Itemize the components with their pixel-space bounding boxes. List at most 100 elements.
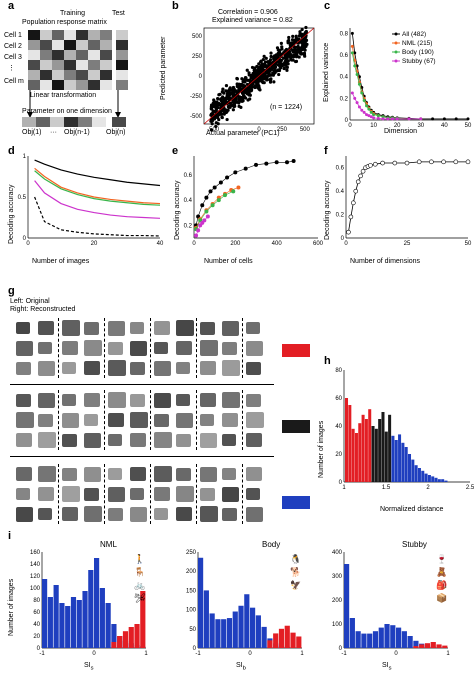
i-icon: 🐧	[290, 553, 301, 564]
object-image	[108, 360, 126, 376]
d-ytick: 1	[23, 154, 27, 160]
b-ylabel: Predicted parameter	[160, 36, 167, 100]
b-point	[301, 44, 305, 48]
matrix-cell	[116, 50, 128, 60]
object-image	[154, 487, 170, 501]
h-bar	[371, 426, 375, 482]
matrix-cell	[116, 40, 128, 50]
swatch-black	[282, 420, 310, 433]
b-point	[259, 68, 263, 72]
i-bar-blue	[209, 613, 215, 648]
c-legend-marker	[394, 59, 398, 63]
e-xlabel: Number of cells	[204, 258, 253, 265]
f-series-line	[348, 161, 468, 233]
object-image	[246, 488, 260, 500]
c-point	[350, 91, 354, 95]
object-image	[62, 467, 77, 481]
b-point	[255, 81, 259, 85]
matrix-cell	[76, 70, 88, 80]
matrix-cell	[28, 60, 40, 70]
b-point	[276, 68, 281, 72]
line-chart-d: 1 0.5 00 20 40	[18, 154, 164, 247]
b-point	[239, 105, 243, 110]
f-ytick: 0.2	[336, 213, 345, 219]
i-bar-red	[111, 642, 117, 648]
b-point	[236, 83, 240, 87]
b-explained: Explained variance = 0.82	[212, 17, 293, 24]
object-image	[38, 321, 54, 335]
object-image	[108, 341, 123, 355]
b-point	[295, 50, 299, 54]
b-point	[217, 112, 222, 117]
b-point	[249, 76, 253, 80]
b-point	[291, 34, 295, 39]
c-point	[357, 82, 361, 86]
f-point	[404, 160, 410, 166]
b-point	[267, 64, 271, 69]
i-bar-blue	[99, 588, 105, 648]
b-point	[273, 66, 277, 70]
b-point	[234, 89, 238, 93]
object-image	[222, 468, 236, 480]
pair-divider	[150, 318, 151, 378]
b-point	[267, 73, 271, 78]
b-point	[245, 68, 249, 72]
c-xtick: 20	[394, 123, 401, 129]
i-title-nml: NML	[100, 540, 117, 549]
a-cell-dots: ⋮	[8, 65, 15, 72]
h-bar	[437, 479, 441, 482]
f-point	[346, 229, 351, 235]
i-bar-blue	[65, 606, 71, 648]
d-ylabel: Decoding accuracy	[8, 184, 15, 244]
a-cell-3: Cell 3	[4, 54, 22, 61]
c-point	[365, 113, 369, 117]
e-point	[194, 233, 199, 238]
h-bar	[348, 405, 352, 482]
i-xlabel-stubby: SIs	[382, 662, 392, 671]
c-legend-marker	[394, 50, 398, 54]
i-bar-red	[122, 631, 129, 648]
b-point	[274, 53, 278, 57]
object-image	[16, 433, 32, 447]
c-point	[395, 117, 399, 121]
h-bar	[358, 423, 362, 482]
i-xtick: 1	[446, 651, 450, 657]
object-image	[200, 340, 218, 356]
f-point	[368, 163, 373, 168]
i-xlabel-body-text: SI	[236, 662, 243, 669]
matrix-cell	[76, 60, 88, 70]
c-legend-marker	[394, 41, 398, 45]
e-xtick: 600	[313, 241, 324, 247]
pair-divider	[58, 464, 59, 524]
b-point	[269, 54, 273, 59]
matrix-cell	[88, 80, 100, 90]
f-point	[453, 159, 459, 165]
object-image	[84, 340, 102, 356]
h-bar	[364, 419, 368, 482]
b-point	[242, 95, 246, 99]
h-ytick: 80	[335, 368, 342, 374]
a-cell-1: Cell 1	[4, 32, 22, 39]
c-legend-label: NML (215)	[402, 40, 432, 47]
c-ytick: 0.6	[340, 53, 349, 59]
h-bar	[404, 447, 408, 482]
matrix-cell	[76, 40, 88, 50]
a-arrows	[27, 90, 121, 118]
e-ytick: 0.4	[184, 198, 193, 204]
b-point	[264, 56, 268, 60]
b-point	[235, 77, 239, 81]
b-point	[263, 72, 267, 76]
c-point	[376, 116, 380, 120]
group-divider	[10, 384, 274, 385]
object-image	[176, 412, 193, 428]
matrix-cell	[88, 50, 100, 60]
object-image	[108, 320, 125, 336]
b-point	[278, 59, 282, 63]
b-point	[260, 62, 265, 66]
i-bar-red	[424, 643, 431, 648]
i-bar-blue	[367, 633, 373, 648]
e-point	[274, 160, 279, 165]
i-ytick: 200	[186, 569, 197, 575]
d-xtick: 0	[26, 241, 30, 247]
b-point	[294, 36, 298, 40]
